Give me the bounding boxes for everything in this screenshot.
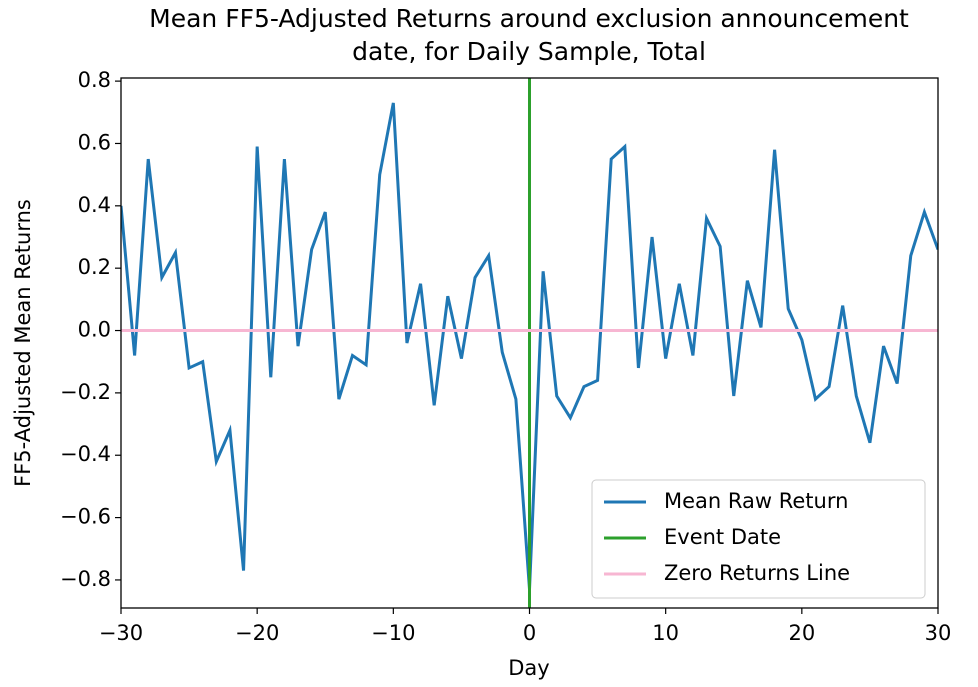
y-axis-label: FF5-Adjusted Mean Returns (11, 199, 35, 487)
y-tick-label: −0.6 (60, 505, 111, 529)
x-tick-label: −10 (371, 621, 415, 645)
x-tick-label: −30 (99, 621, 143, 645)
x-tick-label: 30 (925, 621, 952, 645)
y-tick-label: 0.2 (78, 255, 111, 279)
legend-box (591, 479, 926, 599)
legend-label: Zero Returns Line (664, 561, 850, 585)
y-tick-label: 0.4 (78, 193, 111, 217)
y-tick-label: −0.2 (60, 380, 111, 404)
x-tick-label: 20 (788, 621, 815, 645)
y-tick-label: −0.4 (60, 442, 111, 466)
chart-title: date, for Daily Sample, Total (352, 37, 706, 66)
y-tick-label: 0.6 (78, 130, 111, 154)
x-tick-label: 10 (652, 621, 679, 645)
y-tick-label: 0.8 (78, 68, 111, 92)
y-tick-label: 0.0 (78, 318, 111, 342)
x-axis-label: Day (508, 656, 549, 680)
chart-title: Mean FF5-Adjusted Returns around exclusi… (149, 4, 909, 33)
y-tick-label: −0.8 (60, 567, 111, 591)
x-tick-label: 0 (523, 621, 536, 645)
plot-frame (120, 77, 939, 609)
legend-label: Mean Raw Return (664, 489, 848, 513)
legend-label: Event Date (664, 525, 781, 549)
x-tick-label: −20 (235, 621, 279, 645)
